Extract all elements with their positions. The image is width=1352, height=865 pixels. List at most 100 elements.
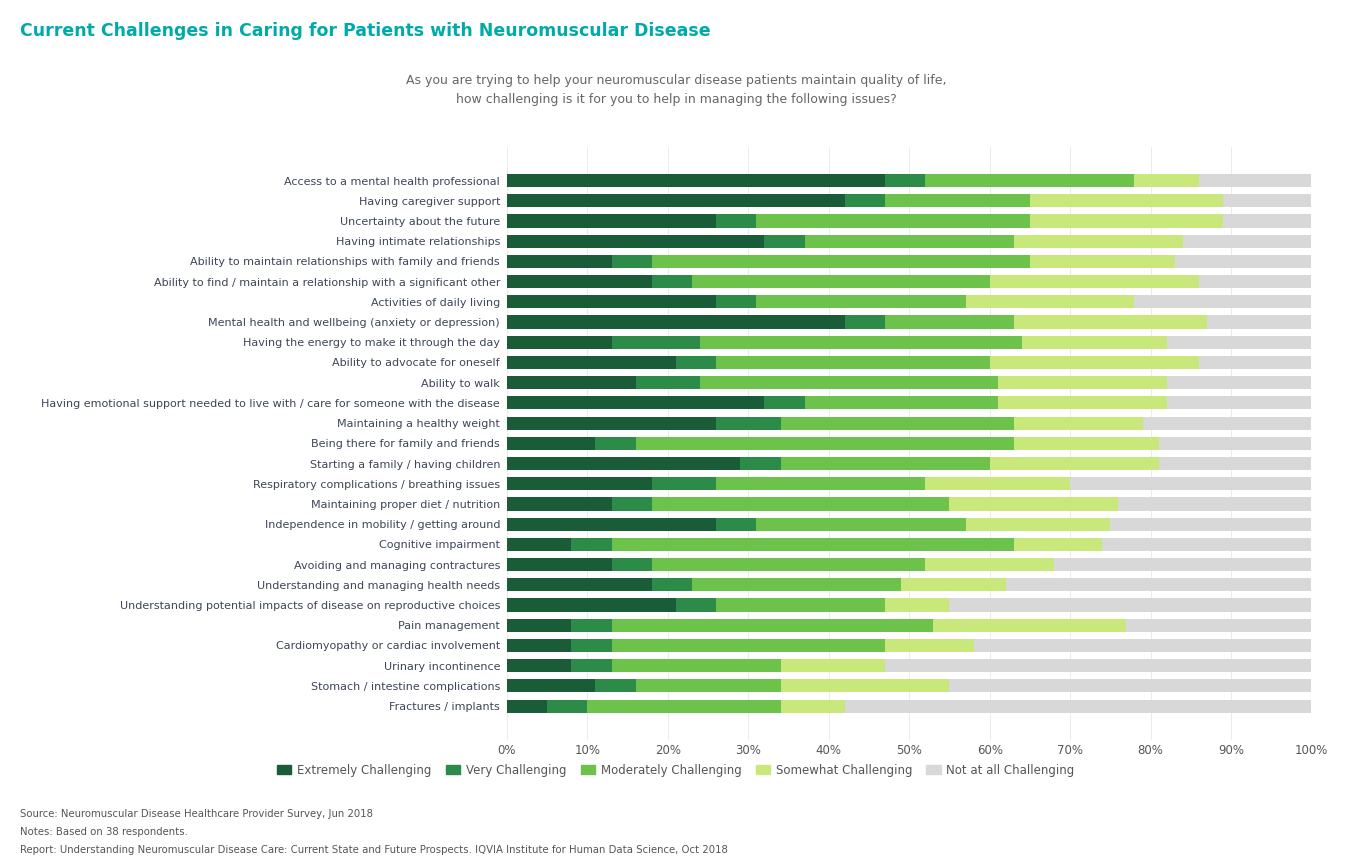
Bar	[652, 275, 692, 288]
Text: As you are trying to help your neuromuscular disease patients maintain quality o: As you are trying to help your neuromusc…	[406, 74, 946, 106]
Text: Current Challenges in Caring for Patients with Neuromuscular Disease: Current Challenges in Caring for Patient…	[20, 22, 711, 40]
Bar	[507, 457, 741, 470]
Bar	[507, 618, 572, 631]
Bar	[965, 295, 1134, 309]
Bar	[780, 659, 886, 672]
Bar	[1167, 336, 1311, 349]
Bar	[1055, 558, 1311, 571]
Bar	[780, 417, 1014, 430]
Bar	[572, 618, 611, 631]
Bar	[507, 497, 611, 510]
Bar	[717, 215, 756, 227]
Bar	[548, 700, 587, 713]
Bar	[741, 457, 780, 470]
Bar	[507, 356, 676, 369]
Bar	[507, 679, 595, 692]
Bar	[507, 295, 717, 309]
Bar	[990, 356, 1199, 369]
Bar	[845, 316, 886, 329]
Bar	[507, 396, 764, 409]
Bar	[1167, 376, 1311, 389]
Bar	[611, 255, 652, 268]
Bar	[572, 639, 611, 652]
Bar	[611, 538, 1014, 551]
Bar	[507, 376, 635, 389]
Bar	[1110, 517, 1311, 531]
Bar	[845, 700, 1311, 713]
Bar	[756, 215, 1030, 227]
Bar	[925, 477, 1071, 490]
Bar	[611, 618, 933, 631]
Bar	[1126, 618, 1311, 631]
Bar	[692, 578, 902, 592]
Bar	[507, 578, 652, 592]
Bar	[717, 599, 886, 612]
Bar	[676, 599, 717, 612]
Bar	[635, 437, 1014, 450]
Bar	[507, 316, 845, 329]
Bar	[1199, 356, 1311, 369]
Bar	[949, 497, 1118, 510]
Bar	[886, 174, 925, 187]
Bar	[507, 417, 717, 430]
Bar	[507, 215, 717, 227]
Bar	[1134, 174, 1199, 187]
Bar	[1030, 195, 1224, 208]
Bar	[652, 255, 1030, 268]
Bar	[1014, 316, 1207, 329]
Bar	[700, 376, 998, 389]
Bar	[925, 174, 1134, 187]
Bar	[949, 679, 1311, 692]
Bar	[572, 659, 611, 672]
Bar	[717, 356, 990, 369]
Bar	[1118, 497, 1311, 510]
Bar	[507, 477, 652, 490]
Bar	[717, 417, 780, 430]
Bar	[507, 195, 845, 208]
Bar	[587, 700, 780, 713]
Bar	[507, 336, 611, 349]
Bar	[780, 457, 990, 470]
Bar	[1175, 255, 1311, 268]
Bar	[595, 679, 635, 692]
Bar	[717, 477, 925, 490]
Bar	[1014, 417, 1142, 430]
Bar	[635, 376, 700, 389]
Bar	[717, 517, 756, 531]
Bar	[756, 295, 965, 309]
Bar	[507, 558, 611, 571]
Bar	[804, 396, 998, 409]
Bar	[949, 599, 1311, 612]
Bar	[635, 679, 780, 692]
Bar	[611, 497, 652, 510]
Bar	[886, 599, 949, 612]
Text: Report: Understanding Neuromuscular Disease Care: Current State and Future Prosp: Report: Understanding Neuromuscular Dise…	[20, 845, 729, 855]
Bar	[1183, 234, 1311, 247]
Bar	[1134, 295, 1311, 309]
Bar	[973, 639, 1311, 652]
Bar	[998, 396, 1167, 409]
Bar	[886, 639, 973, 652]
Bar	[507, 538, 572, 551]
Bar	[1022, 336, 1167, 349]
Text: Source: Neuromuscular Disease Healthcare Provider Survey, Jun 2018: Source: Neuromuscular Disease Healthcare…	[20, 809, 373, 819]
Bar	[507, 599, 676, 612]
Bar	[507, 517, 717, 531]
Bar	[652, 497, 949, 510]
Bar	[780, 679, 949, 692]
Bar	[1014, 538, 1102, 551]
Bar	[1071, 477, 1311, 490]
Bar	[886, 195, 1030, 208]
Bar	[507, 174, 886, 187]
Bar	[886, 659, 1311, 672]
Bar	[1102, 538, 1311, 551]
Bar	[756, 517, 965, 531]
Bar	[925, 558, 1055, 571]
Bar	[764, 234, 804, 247]
Bar	[572, 538, 611, 551]
Bar	[902, 578, 1006, 592]
Bar	[507, 659, 572, 672]
Bar	[764, 396, 804, 409]
Bar	[611, 558, 652, 571]
Bar	[652, 477, 717, 490]
